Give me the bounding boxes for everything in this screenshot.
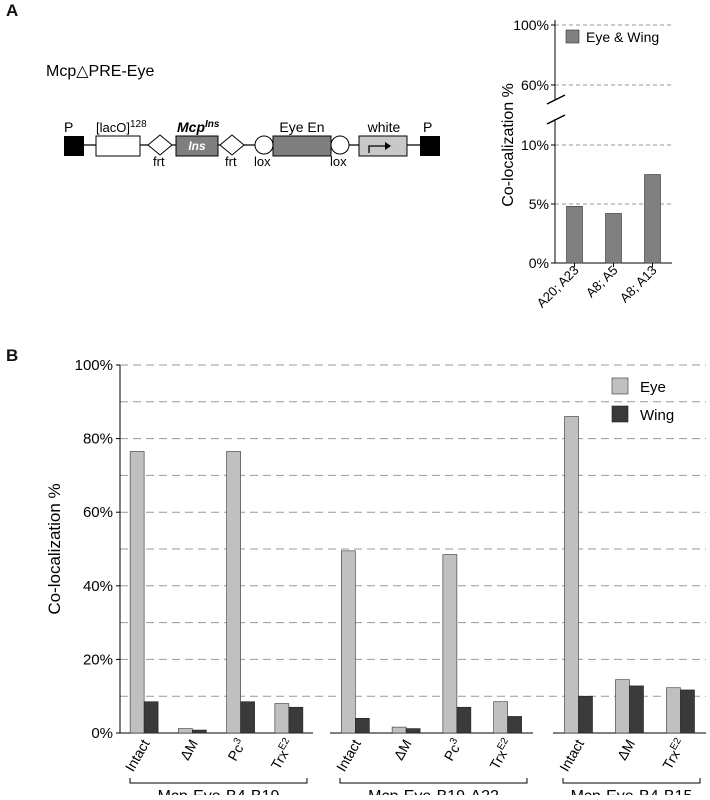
- laco-box: [95, 135, 141, 157]
- ins-box: [175, 135, 219, 157]
- group-label: Mcp-Eye-B4-B19: [158, 788, 280, 795]
- p-right-box: [420, 136, 440, 156]
- group-bracket: [129, 778, 308, 784]
- bar-wing: [143, 701, 159, 734]
- x-tick-label: TrxE2: [658, 736, 689, 773]
- lox-left-label: lox: [254, 154, 271, 169]
- transcription-arrowhead-icon: [385, 142, 391, 150]
- x-tick-label: TrxE2: [486, 736, 517, 773]
- y-tick-label: 40%: [83, 578, 113, 595]
- bar-eye: [226, 451, 241, 734]
- bar-eye: [493, 701, 508, 734]
- x-tick-label: Pc3: [440, 736, 466, 764]
- y-tick-label: 60%: [521, 77, 549, 93]
- bar-wing: [680, 689, 695, 734]
- chart-b: 0% 20% 40% 60% 80% 100% Co-localization % Intac…: [45, 357, 706, 795]
- x-tick-label: Pc3: [224, 736, 250, 764]
- bar-eye: [666, 687, 681, 734]
- x-tick-label: Intact: [556, 736, 587, 774]
- y-tick-label: 5%: [529, 196, 549, 212]
- legend-swatch-wing: [611, 405, 629, 423]
- p-left-label: P: [64, 119, 73, 135]
- x-tick-label: ΔM: [614, 737, 638, 763]
- transcription-arrow-icon: [368, 145, 385, 153]
- frt-left-label: frt: [153, 154, 165, 169]
- y-tick-label: 0%: [529, 255, 549, 271]
- x-tick-label: Intact: [333, 736, 364, 774]
- laco-label: [lacO]128: [96, 119, 147, 135]
- y-axis-label: Co-localization %: [45, 483, 64, 614]
- bar-eye: [178, 728, 193, 734]
- bar-eye: [274, 703, 290, 734]
- bar-wing: [192, 729, 207, 734]
- y-tick-label: 60%: [83, 504, 113, 521]
- x-tick-label: A8; A5: [583, 263, 621, 301]
- bar-wing: [578, 695, 593, 734]
- bar-a8-a13: [644, 174, 661, 264]
- x-tick-label: A8; A13: [617, 263, 660, 306]
- white-label: white: [367, 119, 401, 135]
- lox-right-label: lox: [330, 154, 347, 169]
- ins-box-label: Ins: [188, 139, 206, 153]
- legend-label: Eye & Wing: [586, 29, 659, 45]
- mcp-ins-label: McpIns: [177, 119, 220, 135]
- eye-en-label: Eye En: [279, 119, 324, 135]
- group-bracket: [562, 778, 701, 784]
- x-tick-label: Intact: [122, 736, 153, 774]
- bar-eye: [129, 451, 145, 734]
- y-tick-label: 80%: [83, 431, 113, 448]
- x-tick-label: ΔM: [177, 737, 201, 763]
- x-tick-label: ΔM: [390, 737, 414, 763]
- construct-diagram: Mcp△PRE-Eye P [lacO]128 frt McpIns Ins f…: [46, 63, 440, 169]
- lox-right-site: [330, 135, 350, 155]
- y-tick-label: 10%: [521, 137, 549, 153]
- bar-eye: [442, 554, 458, 734]
- bar-wing: [240, 701, 255, 734]
- eye-en-box: [272, 135, 332, 157]
- y-tick-label: 0%: [91, 725, 113, 742]
- p-left-box: [64, 136, 84, 156]
- panel-a-letter: A: [6, 1, 19, 20]
- axis-break-mark: [546, 114, 566, 125]
- x-tick-label: TrxE2: [267, 736, 298, 773]
- group-label: Mcp-Eye-B19-A22: [368, 788, 499, 795]
- y-tick-label: 20%: [83, 651, 113, 668]
- axis-break-mark: [546, 94, 566, 105]
- bar-wing: [629, 685, 644, 734]
- panel-b-letter: B: [6, 346, 19, 365]
- y-axis-label: Co-localization %: [500, 83, 517, 207]
- legend-label-wing: Wing: [640, 407, 674, 424]
- y-tick-label: 100%: [513, 17, 549, 33]
- bar-a8-a5: [605, 213, 622, 264]
- frt-left-site: [147, 134, 173, 156]
- chart-a: 0%5%10%60%100%Co-localization %A20; A23 A…: [500, 17, 672, 310]
- bar-eye: [341, 550, 356, 734]
- frt-right-site: [219, 134, 245, 156]
- bar-wing: [355, 717, 370, 734]
- bar-wing: [288, 706, 304, 734]
- p-right-label: P: [423, 119, 432, 135]
- legend-swatch: [565, 29, 580, 44]
- bar-wing: [456, 706, 472, 734]
- y-tick-label: 100%: [75, 357, 113, 374]
- lox-left-site: [254, 135, 274, 155]
- frt-right-label: frt: [225, 154, 237, 169]
- group-label: Mcp-Eye-B4-B15: [571, 788, 693, 795]
- legend-swatch-eye: [611, 377, 629, 395]
- bar-eye: [391, 726, 407, 734]
- legend-label-eye: Eye: [640, 379, 666, 396]
- bar-eye: [564, 416, 579, 734]
- bar-eye: [615, 679, 630, 734]
- group-bracket: [339, 778, 528, 784]
- construct-title: Mcp△PRE-Eye: [46, 63, 154, 80]
- bar-a20-a23: [566, 206, 583, 264]
- bar-wing: [507, 716, 522, 734]
- bar-wing: [405, 728, 421, 734]
